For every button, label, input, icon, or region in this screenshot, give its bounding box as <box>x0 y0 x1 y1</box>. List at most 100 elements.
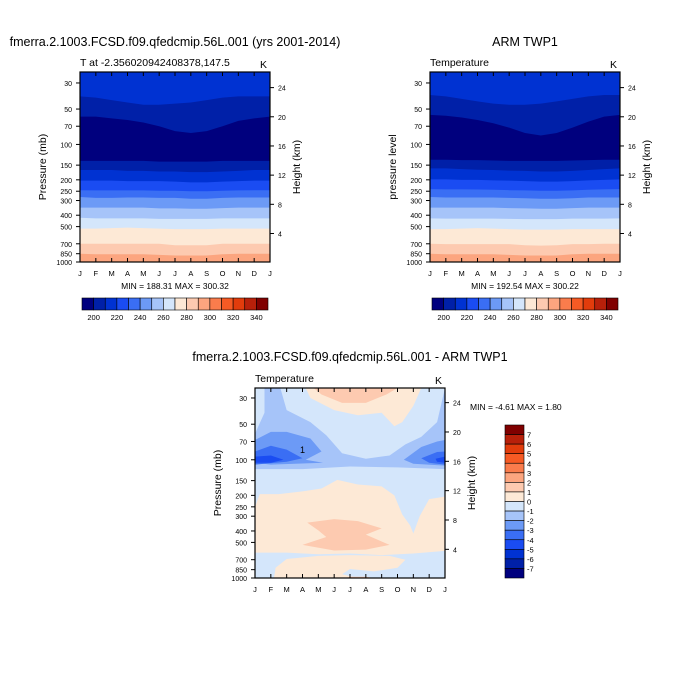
colorbar: 200 220 240 260 280 300 320 340 <box>431 297 619 322</box>
colorbar-box <box>151 297 164 311</box>
colorbar-box <box>104 297 118 311</box>
y-right-axis-label: Height (km) <box>466 456 478 510</box>
colorbar-box <box>571 297 584 311</box>
contour-region <box>274 555 406 578</box>
y-right-tick-label: 24 <box>628 86 636 93</box>
y-tick-label: 30 <box>414 81 422 88</box>
y-axis-label: Pressure (mb) <box>37 134 49 201</box>
x-tick-label: A <box>188 269 193 278</box>
colorbar: 200 220 240 260 280 300 320 340 <box>81 297 269 322</box>
colorbar-label: 240 <box>484 313 497 322</box>
colorbar-label: 200 <box>437 313 450 322</box>
colorbar-label: 4 <box>527 459 531 468</box>
colorbar-label: 7 <box>527 431 531 440</box>
colorbar-box <box>244 297 257 311</box>
colorbar-box <box>443 297 456 311</box>
x-tick-label: A <box>300 585 305 594</box>
y-right-axis-label: Height (km) <box>641 140 653 194</box>
colorbar-box <box>504 539 525 550</box>
y-axis-label: Pressure (mb) <box>212 450 224 517</box>
x-tick-label: J <box>523 269 527 278</box>
y-tick-label: 50 <box>414 107 422 114</box>
colorbar-box <box>128 297 141 311</box>
colorbar-label: 240 <box>134 313 147 322</box>
y-tick-label: 30 <box>239 396 247 403</box>
units-label: K <box>610 59 617 71</box>
y-tick-label: 700 <box>235 558 247 565</box>
colorbar-label: 0 <box>527 498 531 507</box>
y-tick-label: 250 <box>410 189 422 196</box>
colorbar-box <box>209 297 222 311</box>
x-tick-label: D <box>426 585 432 594</box>
y-right-tick-label: 16 <box>628 144 636 151</box>
y-tick-label: 700 <box>60 242 72 249</box>
y-right-tick-label: 20 <box>628 115 636 122</box>
colorbar-label: 5 <box>527 450 531 459</box>
colorbar-box <box>478 297 491 311</box>
colorbar-label: 300 <box>554 313 567 322</box>
panel-3: 1 fmerra.2.1003.FCSD.f09.qfedcmip.56L.001… <box>192 350 562 594</box>
x-tick-label: N <box>586 269 591 278</box>
colorbar-box <box>536 297 549 311</box>
colorbar-label: 6 <box>527 440 531 449</box>
x-tick-label: J <box>618 269 622 278</box>
colorbar-label: -6 <box>527 555 534 564</box>
y-tick-label: 70 <box>414 124 422 131</box>
y-tick-label: 150 <box>235 479 247 486</box>
colorbar-box <box>466 297 479 311</box>
y-tick-label: 500 <box>60 225 72 232</box>
contour-region <box>255 455 284 463</box>
colorbar-box <box>454 297 468 311</box>
colorbar-box <box>504 434 525 445</box>
y-tick-label: 850 <box>60 252 72 259</box>
min-max-label: MIN = 192.54 MAX = 300.22 <box>471 281 579 291</box>
y-right-tick-label: 24 <box>453 401 461 408</box>
colorbar-box <box>524 297 537 311</box>
contour-label: 1 <box>300 445 305 455</box>
colorbar-box <box>139 297 153 311</box>
x-tick-label: A <box>125 269 130 278</box>
contour-fill <box>430 72 620 262</box>
y-tick-label: 200 <box>60 178 72 185</box>
y-tick-label: 250 <box>235 505 247 512</box>
colorbar-box <box>501 297 514 311</box>
colorbar-box <box>504 549 525 560</box>
y-right-tick-label: 8 <box>628 202 632 209</box>
colorbar-box <box>504 472 525 483</box>
colorbar-box <box>582 297 596 311</box>
y-tick-label: 50 <box>64 107 72 114</box>
x-tick-label: J <box>443 585 447 594</box>
colorbar-label: 300 <box>204 313 217 322</box>
colorbar-label: 260 <box>157 313 170 322</box>
y-right-tick-label: 4 <box>278 231 282 238</box>
y-right-axis-label: Height (km) <box>291 140 303 194</box>
y-right-tick-label: 4 <box>628 231 632 238</box>
min-max-label: MIN = 188.31 MAX = 300.32 <box>121 281 229 291</box>
colorbar-box <box>431 297 444 311</box>
colorbar-box <box>513 297 526 311</box>
x-tick-label: J <box>428 269 432 278</box>
colorbar-box <box>504 453 525 464</box>
x-tick-label: J <box>507 269 511 278</box>
y-right-tick-label: 20 <box>453 430 461 437</box>
x-tick-label: M <box>490 269 496 278</box>
units-label: K <box>260 59 267 71</box>
contour-fill <box>255 388 445 578</box>
colorbar-box <box>197 297 211 311</box>
colorbar-label: 200 <box>87 313 100 322</box>
colorbar-label: -3 <box>527 526 534 535</box>
x-tick-label: J <box>348 585 352 594</box>
y-tick-label: 500 <box>235 540 247 547</box>
colorbar-box <box>559 297 572 311</box>
y-tick-label: 300 <box>60 199 72 206</box>
colorbar-box <box>504 529 525 541</box>
min-max-label: MIN = -4.61 MAX = 1.80 <box>470 402 562 412</box>
y-tick-label: 200 <box>235 493 247 500</box>
colorbar-box <box>489 297 503 311</box>
y-tick-label: 50 <box>239 422 247 429</box>
chart-subtitle: Temperature <box>255 373 314 385</box>
y-right-tick-label: 24 <box>278 86 286 93</box>
x-tick-label: M <box>315 585 321 594</box>
x-tick-label: O <box>220 269 226 278</box>
x-tick-label: J <box>173 269 177 278</box>
